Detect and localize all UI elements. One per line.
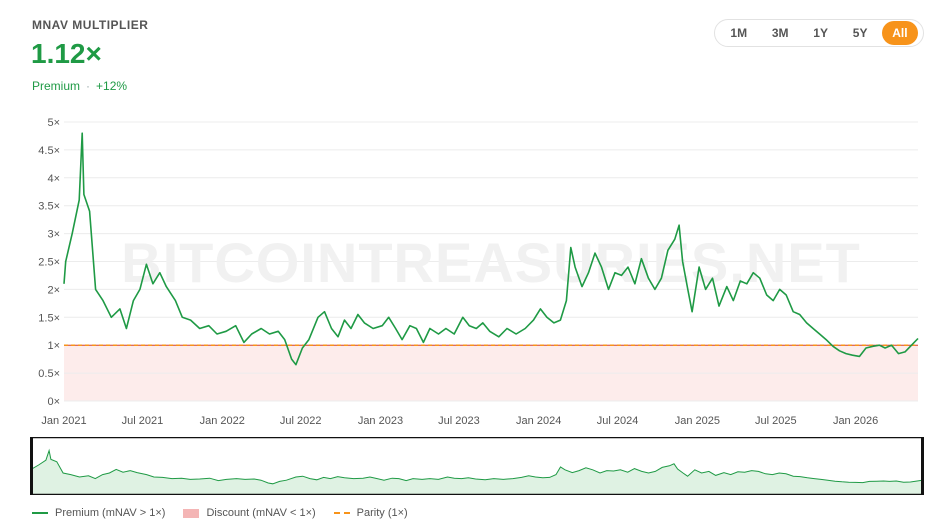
change-label: +12% xyxy=(96,79,128,93)
y-tick-label: 0.5× xyxy=(38,368,60,380)
y-tick-label: 2× xyxy=(47,284,60,296)
y-tick-label: 4.5× xyxy=(38,145,60,157)
x-tick-label: Jan 2024 xyxy=(516,415,561,427)
legend-discount-label: Discount (mNAV < 1×) xyxy=(206,507,316,519)
x-tick-label: Jul 2024 xyxy=(597,415,639,427)
x-tick-label: Jan 2025 xyxy=(675,415,720,427)
chart-title: MNAV MULTIPLIER xyxy=(32,18,149,32)
premium-series-line[interactable] xyxy=(63,132,919,366)
y-tick-label: 3.5× xyxy=(38,201,60,213)
range-navigator[interactable] xyxy=(30,437,924,495)
y-tick-label: 0× xyxy=(47,396,60,408)
y-tick-label: 1× xyxy=(47,340,60,352)
y-tick-label: 2.5× xyxy=(38,257,60,269)
range-selector: 1M 3M 1Y 5Y All xyxy=(714,19,924,47)
navigator-area xyxy=(30,450,924,495)
y-tick-label: 3× xyxy=(47,229,60,241)
discount-swatch xyxy=(183,508,200,518)
x-tick-label: Jan 2026 xyxy=(833,415,878,427)
legend: Premium (mNAV > 1×) Discount (mNAV < 1×)… xyxy=(32,507,426,519)
legend-item-parity[interactable]: Parity (1×) xyxy=(333,507,408,519)
y-tick-label: 5× xyxy=(47,117,60,129)
legend-item-premium[interactable]: Premium (mNAV > 1×) xyxy=(32,507,165,519)
navigator-handle-right[interactable] xyxy=(921,437,924,495)
legend-premium-label: Premium (mNAV > 1×) xyxy=(55,507,166,519)
parity-swatch xyxy=(333,512,350,514)
x-tick-label: Jul 2021 xyxy=(122,415,164,427)
x-tick-label: Jan 2022 xyxy=(200,415,245,427)
legend-parity-label: Parity (1×) xyxy=(356,507,408,519)
x-tick-label: Jul 2023 xyxy=(438,415,480,427)
current-value: 1.12× xyxy=(31,38,102,69)
range-button-1m[interactable]: 1M xyxy=(730,26,748,40)
range-button-5y[interactable]: 5Y xyxy=(852,26,868,40)
separator-dot: · xyxy=(86,79,91,93)
x-tick-label: Jan 2023 xyxy=(358,415,403,427)
y-tick-label: 4× xyxy=(47,173,60,185)
y-tick-label: 1.5× xyxy=(38,312,60,324)
value-status: Premium · +12% xyxy=(32,79,127,93)
legend-item-discount[interactable]: Discount (mNAV < 1×) xyxy=(183,507,316,519)
x-tick-label: Jul 2025 xyxy=(755,415,797,427)
premium-swatch xyxy=(32,512,48,514)
x-tick-label: Jan 2021 xyxy=(41,415,86,427)
status-label: Premium xyxy=(32,79,81,93)
range-button-3m[interactable]: 3M xyxy=(771,26,789,40)
navigator-handle-left[interactable] xyxy=(30,437,33,495)
range-button-all[interactable]: All xyxy=(882,21,918,45)
navigator-line xyxy=(30,448,924,485)
mnav-line-chart[interactable]: 0× 0.5× 1× 1.5× 2× 2.5× 3× 3.5× 4× 4.5× 5× BITCOINT… xyxy=(0,100,951,430)
x-tick-label: Jul 2022 xyxy=(280,415,322,427)
range-button-1y[interactable]: 1Y xyxy=(813,26,828,40)
watermark: BITCOINTREASURIES.NET xyxy=(121,231,861,294)
